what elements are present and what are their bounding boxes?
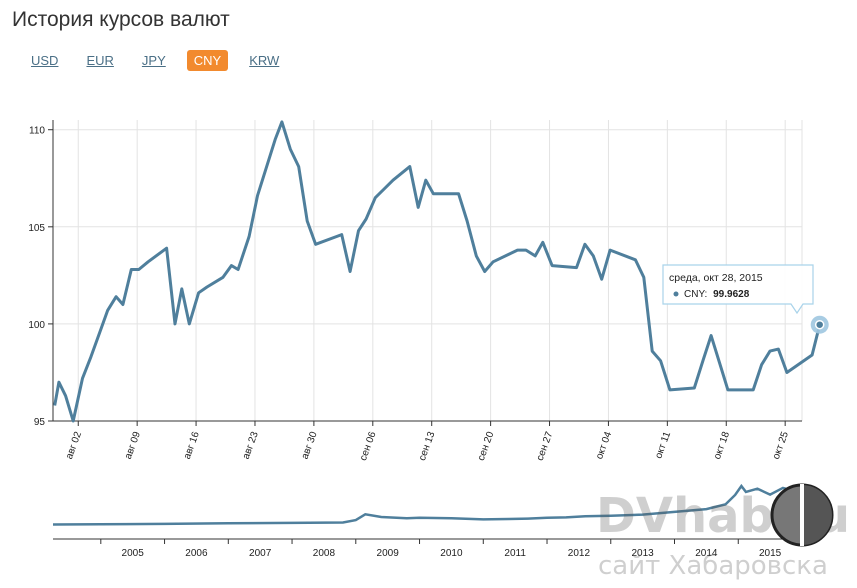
navigator-ticks: 2005 2006 2007 2008 2009 2010 2011 2012 2013 2014… [100,539,782,559]
navigator-tick-label: 2010 [440,548,463,559]
y-tick-label: 95 [34,417,46,428]
tooltip-box [662,264,814,315]
tooltip: среда, окт 28, 2015 CNY: 99.9628 [662,264,814,315]
y-ticks: 95 100 105 110 [28,126,53,428]
tooltip-series-name: CNY: [684,289,707,300]
tab-eur[interactable]: EUR [86,53,114,68]
y-tick-label: 100 [28,320,45,331]
navigator-tick-label: 2006 [185,548,208,559]
page-title: История курсов валют [12,8,230,31]
navigator[interactable]: 2005 2006 2007 2008 2009 2010 2011 2012 2013 2014… [52,483,803,559]
x-tick-label: окт 25 [771,430,791,461]
navigator-tick-label: 2015 [759,548,782,559]
tab-jpy[interactable]: JPY [141,53,166,68]
navigator-tick-label: 2011 [504,548,526,559]
tooltip-series-dot [673,291,679,297]
x-tick-label: сен 06 [358,430,379,462]
tooltip-date: среда, окт 28, 2015 [669,272,763,284]
x-tick-label: авг 23 [241,430,261,461]
y-tick-label: 110 [29,126,45,137]
chart-axes [52,120,802,422]
currency-tabs: USD EUR JPY CNY KRW [24,50,286,71]
x-tick-label: авг 02 [64,430,84,461]
x-tick-label: сен 13 [417,430,438,462]
x-tick-label: окт 11 [653,430,673,460]
navigator-tick-label: 2008 [313,548,336,559]
series-line-cny [53,120,822,423]
watermark-logo-icon [770,483,834,547]
navigator-tick-label: 2009 [377,548,400,559]
x-tick-label: сен 20 [476,430,497,462]
hover-point [814,319,825,330]
x-tick-label: авг 09 [123,430,143,461]
x-tick-label: авг 16 [182,430,202,461]
watermark-caption: сайт Хабаровска [598,551,828,581]
navigator-tick-label: 2012 [568,548,591,559]
tab-usd[interactable]: USD [31,53,59,68]
tooltip-value: 99.9628 [713,289,750,300]
navigator-tick-label: 2013 [632,548,655,559]
x-ticks: авг 02 авг 09 авг 16 авг 23 авг 30 сен 06 сен … [64,421,791,462]
x-tick-label: авг 30 [300,430,320,461]
x-tick-label: окт 18 [712,430,732,461]
navigator-line [52,483,803,526]
tab-krw[interactable]: KRW [249,53,280,68]
tooltip-series-label: CNY: 99.9628 [684,289,750,300]
x-tick-label: окт 04 [594,430,614,461]
navigator-tick-label: 2007 [249,548,272,559]
x-tick-label: сен 27 [535,430,556,462]
navigator-tick-label: 2005 [122,548,145,559]
tab-cny[interactable]: CNY [186,50,229,71]
y-tick-label: 105 [28,223,45,234]
navigator-tick-label: 2014 [695,548,718,559]
